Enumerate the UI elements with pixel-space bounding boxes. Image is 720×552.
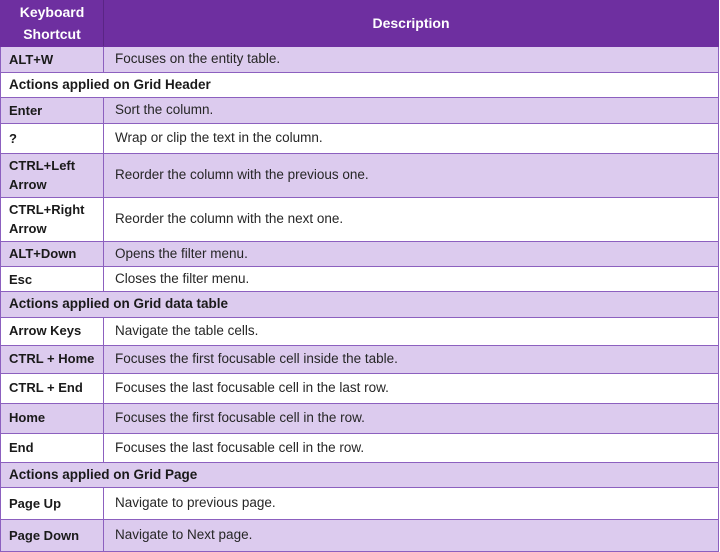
shortcut-cell: Arrow Keys [0,316,104,346]
shortcut-cell: ALT+W [0,46,104,73]
table-header-row: Keyboard Shortcut Description [0,0,719,48]
description-cell: Closes the filter menu. [103,266,719,293]
description-cell: Reorder the column with the next one. [103,196,719,242]
description-cell: Focuses the last focusable cell in the l… [103,372,719,404]
table-row: CTRL + Home Focuses the first focusable c… [0,344,719,374]
table-row: CTRL+Left Arrow Reorder the column with t… [0,152,719,198]
table-row: ALT+W Focuses on the entity table. [0,46,719,73]
section-header-label: Actions applied on Grid Header [0,71,719,98]
description-cell: Opens the filter menu. [103,240,719,268]
description-cell: Navigate to Next page. [103,518,719,552]
description-cell: Navigate to previous page. [103,486,719,520]
shortcut-cell: CTRL + End [0,372,104,404]
shortcut-cell: CTRL+Left Arrow [0,152,104,198]
shortcut-cell: Page Up [0,486,104,520]
table-row: CTRL+Right Arrow Reorder the column with … [0,196,719,242]
shortcut-cell: Esc [0,266,104,293]
section-header-label: Actions applied on Grid Page [0,461,719,488]
table-row: CTRL + End Focuses the last focusable cel… [0,372,719,404]
table-row: Page Up Navigate to previous page. [0,486,719,520]
description-cell: Focuses the last focusable cell in the r… [103,432,719,463]
shortcut-cell: Page Down [0,518,104,552]
shortcut-cell: Enter [0,96,104,124]
table-row: Enter Sort the column. [0,96,719,124]
section-header-row: Actions applied on Grid Header [0,71,719,98]
section-header-row: Actions applied on Grid Page [0,461,719,488]
description-cell: Focuses the first focusable cell inside … [103,344,719,374]
section-header-row: Actions applied on Grid data table [0,291,719,318]
table-row: ALT+Down Opens the filter menu. [0,240,719,268]
shortcut-cell: End [0,432,104,463]
description-cell: Reorder the column with the previous one… [103,152,719,198]
column-header-keyboard-shortcut: Keyboard Shortcut [0,0,104,48]
description-cell: Wrap or clip the text in the column. [103,122,719,154]
table-row: ? Wrap or clip the text in the column. [0,122,719,154]
column-header-description: Description [103,0,719,48]
table-row: Arrow Keys Navigate the table cells. [0,316,719,346]
table-row: Esc Closes the filter menu. [0,266,719,293]
description-cell: Focuses on the entity table. [103,46,719,73]
shortcut-cell: ALT+Down [0,240,104,268]
shortcut-cell: Home [0,402,104,434]
table-row: Page Down Navigate to Next page. [0,518,719,552]
table-row: Home Focuses the first focusable cell in … [0,402,719,434]
description-cell: Navigate the table cells. [103,316,719,346]
section-header-label: Actions applied on Grid data table [0,291,719,318]
shortcut-cell: ? [0,122,104,154]
table-row: End Focuses the last focusable cell in th… [0,432,719,463]
shortcut-cell: CTRL + Home [0,344,104,374]
description-cell: Sort the column. [103,96,719,124]
shortcut-cell: CTRL+Right Arrow [0,196,104,242]
description-cell: Focuses the first focusable cell in the … [103,402,719,434]
